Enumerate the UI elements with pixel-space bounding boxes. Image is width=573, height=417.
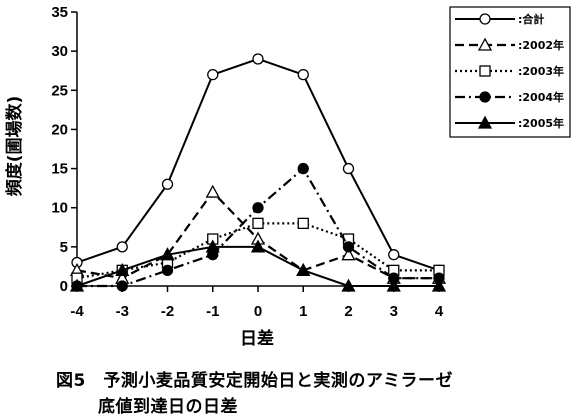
y-tick-label: 10	[51, 200, 68, 217]
legend-swatch-marker	[477, 37, 493, 51]
x-tick-label: 3	[390, 303, 398, 320]
data-point	[252, 53, 264, 65]
legend-label: :2003年	[518, 64, 564, 78]
data-point	[205, 184, 220, 198]
x-tick-label: 1	[299, 303, 307, 320]
legend-item: :2002年	[455, 37, 564, 52]
data-point	[296, 262, 311, 276]
data-point	[252, 217, 264, 230]
data-point	[341, 278, 356, 292]
legend-item: :2005年	[455, 115, 564, 130]
y-tick-label: 15	[51, 161, 68, 178]
legend-swatch-marker	[477, 115, 493, 129]
series-4	[69, 239, 447, 292]
legend-label: :2002年	[518, 38, 564, 52]
series-3	[71, 162, 445, 292]
legend-item: :2004年	[455, 90, 564, 104]
legend-label: :2004年	[518, 90, 564, 104]
data-point	[205, 239, 220, 253]
data-point	[69, 278, 85, 292]
x-tick-label: -4	[70, 303, 84, 320]
legend-item: :2003年	[455, 64, 564, 78]
y-tick-label: 35	[51, 4, 68, 21]
x-tick-label: -2	[161, 303, 174, 320]
data-point	[250, 239, 266, 253]
data-point	[341, 247, 356, 261]
data-point	[386, 278, 401, 292]
legend-swatch-marker	[479, 13, 491, 25]
y-tick-label: 20	[51, 121, 68, 138]
legend-item: :合計	[455, 12, 544, 26]
y-tick-label: 25	[51, 82, 68, 99]
data-point	[431, 278, 447, 292]
series-line	[76, 245, 439, 287]
legend: :合計 :2002年 :2003年 :2004年 :2005年	[449, 6, 571, 138]
data-point	[161, 264, 174, 276]
data-point	[207, 68, 219, 81]
x-tick-label: -3	[116, 303, 129, 320]
data-point	[388, 249, 400, 261]
data-point	[116, 241, 128, 253]
data-point	[160, 247, 175, 261]
legend-label: :2005年	[518, 116, 564, 130]
figure-caption-line-2: 底値到達日の日差	[98, 397, 238, 417]
y-axis-label: 頻度(圃場数)	[4, 96, 25, 198]
y-tick-label: 0	[60, 278, 68, 295]
series-layer	[69, 53, 447, 292]
chart: 0 5 10 15 20 25 30 35 -4 -3 -2 -1 0 1 2 3 4 :合計 :2002年 :20…	[4, 4, 571, 349]
legend-label: :合計	[518, 12, 544, 26]
figure-caption-line-1: 図5 予測小麦品質安定開始日と実測のアミラーゼ	[56, 371, 453, 391]
data-point	[297, 162, 309, 175]
data-point	[342, 162, 355, 175]
data-point	[297, 217, 309, 230]
data-point	[161, 178, 174, 190]
x-tick-label: -1	[206, 303, 219, 320]
data-point	[115, 262, 130, 276]
x-axis-label: 日差	[240, 328, 274, 349]
series-0	[71, 53, 445, 276]
data-point	[116, 280, 128, 292]
data-point	[342, 241, 355, 253]
legend-swatch-marker	[479, 65, 491, 77]
x-tick-label: 2	[344, 303, 352, 320]
data-point	[252, 202, 264, 214]
y-tick-label: 30	[51, 43, 68, 60]
legend-swatch-marker	[479, 91, 491, 103]
y-tick-label: 5	[60, 239, 68, 256]
data-point	[297, 68, 309, 81]
axes: 0 5 10 15 20 25 30 35 -4 -3 -2 -1 0 1 2 3 4	[51, 4, 444, 320]
x-tick-label: 0	[254, 303, 262, 320]
x-tick-label: 4	[435, 303, 444, 320]
